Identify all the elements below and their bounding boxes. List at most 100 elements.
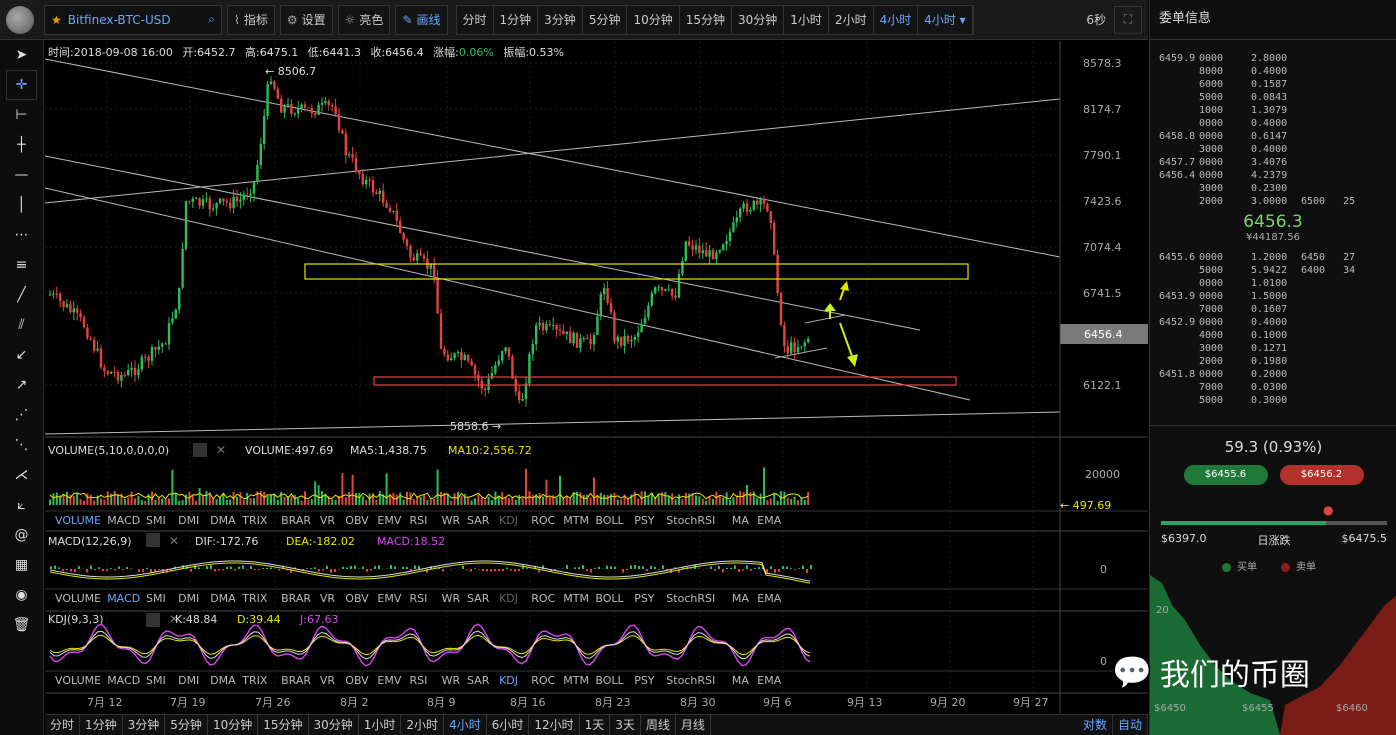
indicator-tab[interactable]: VR [320,592,336,605]
bottom-period-tab[interactable]: 1小时 [359,715,402,735]
orderbook-row[interactable]: 6459.9 0000 2.8000 [1159,53,1288,64]
indicator-tab[interactable]: MA [732,674,749,687]
orderbook-row[interactable]: 2000 3.0000 6500 25 [1199,196,1356,207]
indicator-tab[interactable]: MACD [107,674,140,687]
indicator-tab[interactable]: MACD [107,592,140,605]
indicator-tab[interactable]: StochRSI [666,514,715,527]
orderbook-row[interactable]: 3000 0.1271 [1199,343,1288,354]
indicator-tab[interactable]: EMA [757,674,781,687]
indicator-tab[interactable]: PSY [634,514,655,527]
indicator-tab[interactable]: BOLL [595,514,624,527]
orderbook-row[interactable]: 6456.4 0000 4.2379 [1159,170,1288,181]
period-tab[interactable]: 2小时 [829,5,874,34]
price-line-icon[interactable]: ⋯ [14,227,29,243]
orderbook-row[interactable]: 4000 0.1000 [1199,330,1288,341]
bottom-period-tab[interactable]: 4小时 [444,715,487,735]
indicator-tab[interactable]: MACD [107,514,140,527]
kdj-close-icon[interactable]: ✕ [169,612,179,626]
indicator-tab[interactable]: DMI [178,592,199,605]
indicator-tab[interactable]: BRAR [281,674,311,687]
depth-chart[interactable]: 20 $6450 $6455 $6460 [1150,575,1396,735]
indicator-tab[interactable]: TRIX [241,592,268,605]
period-tab[interactable]: 3分钟 [538,5,583,34]
trendline-icon[interactable]: ╱ [17,287,26,303]
channel-icon[interactable]: ≡ [15,257,28,273]
indicator-tab[interactable]: DMI [178,514,199,527]
fan-icon[interactable]: ⟀ [17,497,26,513]
volume-settings-icon[interactable] [193,443,207,457]
indicator-tab[interactable]: KDJ [499,514,518,527]
bottom-period-tab[interactable]: 30分钟 [309,715,359,735]
bottom-period-tab[interactable]: 3天 [610,715,641,735]
indicator-tab[interactable]: KDJ [499,674,518,687]
ray-icon[interactable]: ┼ [17,137,26,153]
macd-settings-icon[interactable] [146,533,160,547]
indicator-tab[interactable]: VOLUME [55,514,101,527]
indicator-tab[interactable]: EMV [377,592,401,605]
bottom-period-tab[interactable]: 6小时 [487,715,530,735]
indicator-tab[interactable]: EMA [757,514,781,527]
trash-icon[interactable]: 🗑 [12,617,31,633]
macd-close-icon[interactable]: ✕ [169,534,179,548]
parallel-icon[interactable]: ⫽ [18,317,25,333]
indicator-tab[interactable]: RSI [410,514,428,527]
log-button[interactable]: 对数 [1078,715,1113,735]
cursor-icon[interactable]: ➤ [15,47,28,63]
period-tab[interactable]: 4小时 [874,5,919,34]
fib-icon[interactable]: ⋰ [14,407,29,423]
indicator-tab[interactable]: DMA [210,592,236,605]
bottom-period-tab[interactable]: 月线 [676,715,711,735]
indicator-tab[interactable]: DMA [210,514,236,527]
bottom-period-tab[interactable]: 分时 [45,715,81,735]
orderbook-row[interactable]: 6452.9 0000 0.4000 [1159,317,1288,328]
bottom-period-tab[interactable]: 1天 [580,715,611,735]
orderbook-row[interactable]: 6453.9 0000 1.5000 [1159,291,1288,302]
indicator-tab[interactable]: ROC [531,592,555,605]
indicator-tab[interactable]: WR [442,674,461,687]
pitchfork-icon[interactable]: ⋌ [14,467,29,483]
orderbook-row[interactable]: 7000 0.0300 [1199,382,1288,393]
indicator-tab[interactable]: OBV [345,514,369,527]
orderbook-row[interactable]: 6000 0.1587 [1199,79,1288,90]
kdj-settings-icon[interactable] [146,613,160,627]
indicator-tab[interactable]: BRAR [281,514,311,527]
indicators-button[interactable]: ⌇ 指标 [227,4,275,35]
period-tab[interactable]: 15分钟 [680,5,733,34]
indicator-tab[interactable]: SAR [467,514,490,527]
bottom-period-tab[interactable]: 周线 [641,715,676,735]
indicator-tab[interactable]: OBV [345,592,369,605]
indicator-tab[interactable]: EMV [377,514,401,527]
indicator-tab[interactable]: SMI [146,514,166,527]
bottom-period-tab[interactable]: 10分钟 [208,715,259,735]
indicator-tab[interactable]: TRIX [241,674,268,687]
settings-button[interactable]: ⚙ 设置 [279,4,333,35]
indicator-tab[interactable]: OBV [345,674,369,687]
star-icon[interactable]: ★ [51,12,62,27]
period-tab[interactable]: 10分钟 [627,5,680,34]
indicator-tab[interactable]: VR [320,514,336,527]
sell-price-button[interactable]: $6456.2 [1279,465,1364,485]
indicator-tab[interactable]: BOLL [595,674,624,687]
orderbook-row[interactable]: 0000 1.0100 [1199,278,1288,289]
arrow-up-icon[interactable]: ↗ [15,377,28,393]
spiral-icon[interactable]: @ [14,527,29,543]
support-box[interactable] [373,376,957,386]
orderbook-row[interactable]: 3000 0.2300 [1199,183,1288,194]
bottom-period-tab[interactable]: 15分钟 [258,715,309,735]
orderbook-row[interactable]: 1000 1.3079 [1199,105,1288,116]
indicator-tab[interactable]: DMA [210,674,236,687]
period-tab[interactable]: 1小时 [784,5,829,34]
indicator-tab[interactable]: RSI [410,592,428,605]
orderbook-row[interactable]: 5000 5.9422 6400 34 [1199,265,1356,276]
trendline[interactable] [45,155,921,331]
orderbook-row[interactable]: 7000 0.1607 [1199,304,1288,315]
trendline[interactable] [45,98,1060,204]
indicator-tab[interactable]: DMI [178,674,199,687]
wedge-line[interactable] [804,314,846,324]
indicator-tab[interactable]: MA [732,592,749,605]
arrow-icon[interactable]: ↙ [15,347,28,363]
bottom-period-tab[interactable]: 2小时 [401,715,445,735]
indicator-tab[interactable]: StochRSI [666,674,715,687]
refresh-interval[interactable]: 6秒 [1086,13,1106,27]
bottom-period-tab[interactable]: 1分钟 [80,715,123,735]
